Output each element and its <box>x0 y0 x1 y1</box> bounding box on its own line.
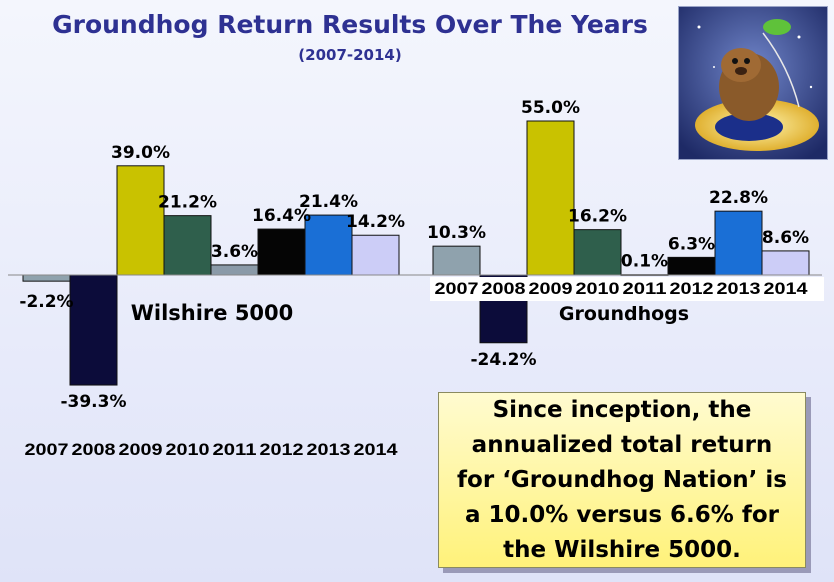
data-label: 39.0% <box>111 143 170 163</box>
bar <box>573 229 622 276</box>
data-label: 6.3% <box>668 234 715 254</box>
data-label: 21.4% <box>299 192 358 212</box>
data-label: -39.3% <box>60 392 126 412</box>
tick-label: 2009 <box>529 279 573 298</box>
bar <box>257 228 306 276</box>
data-label: -2.2% <box>19 292 73 312</box>
data-label: 22.8% <box>709 188 768 208</box>
data-label: 55.0% <box>521 98 580 118</box>
tick-label: 2010 <box>576 279 620 298</box>
bar <box>432 245 481 276</box>
group-label: Wilshire 5000 <box>131 301 294 325</box>
chart-title: Groundhog Return Results Over The Years <box>52 10 648 39</box>
tick-label: 2013 <box>307 440 351 459</box>
bar <box>304 214 353 276</box>
data-label: 14.2% <box>346 212 405 232</box>
tick-label: 2010 <box>166 440 210 459</box>
bar <box>210 264 259 276</box>
bar <box>163 215 212 276</box>
tick-label: 2012 <box>260 440 304 459</box>
tick-label: 2011 <box>623 279 667 298</box>
summary-line: Since inception, the <box>492 396 752 423</box>
tick-label: 2008 <box>72 440 116 459</box>
data-label: 16.4% <box>252 206 311 226</box>
group-label: Groundhogs <box>559 303 689 325</box>
summary-line: the Wilshire 5000. <box>503 536 741 563</box>
data-label: 8.6% <box>762 228 809 248</box>
summary-line: for ‘Groundhog Nation’ is <box>457 466 787 493</box>
summary-line: a 10.0% versus 6.6% for <box>465 501 779 528</box>
chart-subtitle: (2007-2014) <box>298 46 402 64</box>
bar <box>22 274 71 282</box>
tick-label: 2014 <box>764 279 809 298</box>
tick-label: 2011 <box>213 440 257 459</box>
tick-label: 2013 <box>717 279 761 298</box>
data-label: 10.3% <box>427 223 486 243</box>
tick-label: 2009 <box>119 440 163 459</box>
bar <box>116 165 165 276</box>
bar <box>526 120 575 276</box>
data-label: 21.2% <box>158 193 217 213</box>
bar <box>351 234 400 276</box>
data-label: 16.2% <box>568 207 627 227</box>
tick-label: 2007 <box>25 440 69 459</box>
data-label: 0.1% <box>621 252 668 272</box>
tick-label: 2014 <box>354 440 399 459</box>
tick-label: 2008 <box>482 279 526 298</box>
groundhog-illustration <box>678 6 828 160</box>
tick-label: 2012 <box>670 279 714 298</box>
bar <box>69 274 118 386</box>
bar <box>667 256 716 276</box>
bar <box>714 210 763 276</box>
data-label: 3.6% <box>211 242 258 262</box>
data-label: -24.2% <box>470 350 536 370</box>
bar <box>761 250 810 276</box>
tick-row-background <box>430 277 824 301</box>
summary-box: Since inception, the annualized total re… <box>438 392 806 568</box>
summary-line: annualized total return <box>471 431 773 458</box>
tick-label: 2007 <box>435 279 479 298</box>
